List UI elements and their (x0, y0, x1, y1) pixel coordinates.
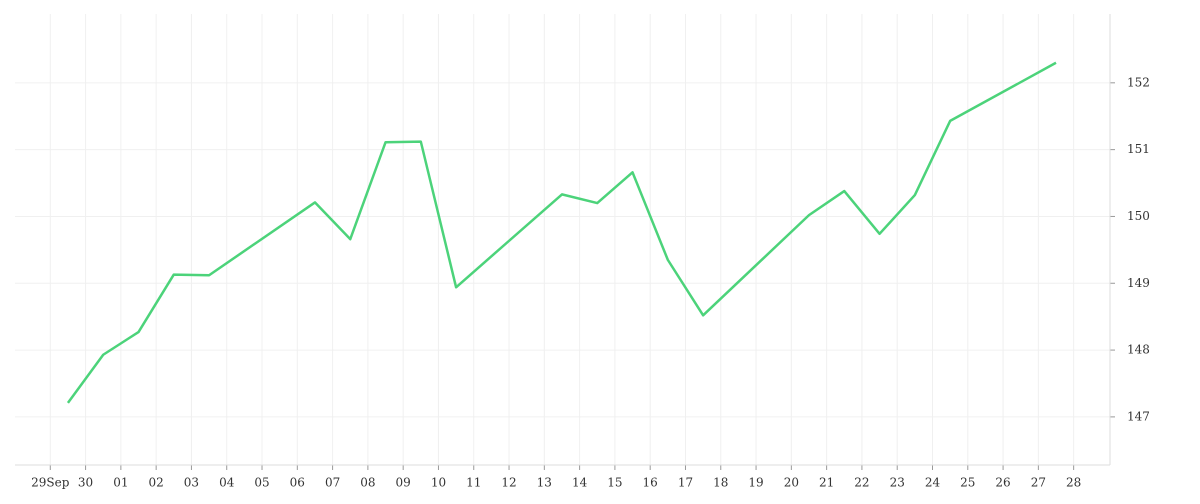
x-tick-label: 12 (501, 476, 516, 490)
x-tick-label: 26 (995, 476, 1010, 490)
line-series (66, 61, 1057, 404)
x-tick-label: 21 (819, 476, 834, 490)
x-tick-label: 06 (290, 476, 305, 490)
x-tick-label: 08 (360, 476, 375, 490)
x-tick-label: 02 (149, 476, 164, 490)
x-tick-label: 25 (960, 476, 975, 490)
x-tick-label: 19 (748, 476, 763, 490)
y-tick-label: 147 (1127, 409, 1150, 423)
x-tick-label: 09 (396, 476, 411, 490)
y-tick-label: 151 (1127, 142, 1150, 156)
x-tick-label: 16 (643, 476, 658, 490)
x-tick-label: 27 (1031, 476, 1046, 490)
x-tick-label: 20 (784, 476, 799, 490)
x-tick-label: 11 (466, 476, 481, 490)
x-tick-label: 18 (713, 476, 728, 490)
x-tick-label: 22 (854, 476, 869, 490)
y-tick-label: 149 (1127, 276, 1150, 290)
x-tick-label: 14 (572, 476, 588, 490)
x-tick-label: 28 (1066, 476, 1081, 490)
x-tick-label: 23 (890, 476, 905, 490)
x-tick-label: 30 (78, 476, 93, 490)
y-tick-label: 152 (1127, 75, 1150, 89)
x-tick-label: 15 (607, 476, 622, 490)
x-tick-label: 07 (325, 476, 340, 490)
x-tick-label: 01 (113, 476, 128, 490)
x-tick-label: 03 (184, 476, 199, 490)
x-tick-label: 05 (254, 476, 269, 490)
x-tick-label: 29Sep (31, 476, 70, 490)
x-tick-label: 17 (678, 476, 693, 490)
x-tick-label: 13 (537, 476, 552, 490)
x-tick-label: 24 (925, 476, 941, 490)
y-tick-label: 148 (1127, 343, 1150, 357)
x-tick-label: 10 (431, 476, 446, 490)
x-tick-label: 04 (219, 476, 235, 490)
y-tick-label: 150 (1127, 209, 1150, 223)
